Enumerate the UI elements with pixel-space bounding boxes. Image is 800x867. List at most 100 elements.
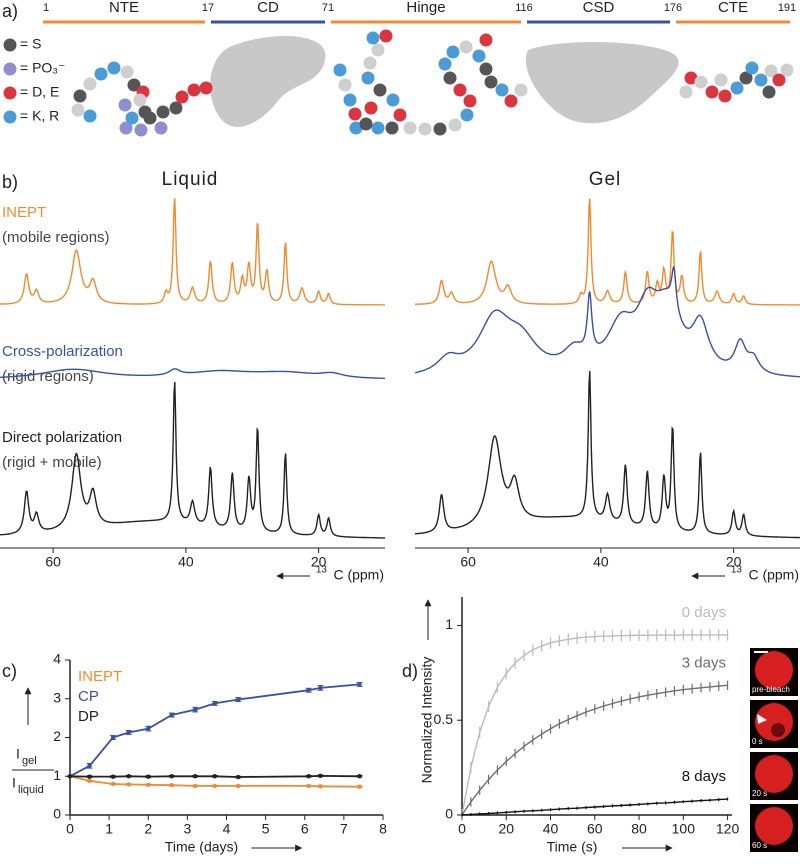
nmr-spectrum <box>414 371 800 539</box>
legend-label: = PO₃⁻ <box>20 60 65 76</box>
nmr-spectrum <box>0 368 385 380</box>
bleach-spot <box>771 723 785 737</box>
y-tick-label: 0.5 <box>434 711 454 727</box>
residue-bead <box>479 33 493 47</box>
micrograph-label: 60 s <box>752 841 767 850</box>
residue-number: 1 <box>43 2 49 14</box>
x-tick-label: 60 <box>45 554 61 570</box>
residue-bead <box>764 64 778 78</box>
residue-bead <box>366 31 380 45</box>
residue-bead <box>371 43 385 57</box>
residue-bead <box>175 90 189 104</box>
series-line <box>461 684 728 816</box>
legend-label: = D, E <box>20 84 59 100</box>
series-line <box>461 798 728 816</box>
residue-bead <box>156 105 170 119</box>
legend-swatch <box>3 62 17 76</box>
residue-number: 116 <box>515 2 533 14</box>
y-tick-label: 1 <box>445 616 453 632</box>
x-tick-label: 20 <box>311 554 327 570</box>
x-tick-label: 100 <box>672 821 696 837</box>
x-tick-label: 0 <box>66 821 74 837</box>
x-tick-label: 4 <box>223 821 231 837</box>
residue-bead <box>504 94 518 108</box>
x-tick-label: 8 <box>379 821 387 837</box>
series-line <box>461 634 728 816</box>
row-note: (rigid regions) <box>2 368 94 385</box>
panel-label: d) <box>402 661 418 681</box>
residue-bead <box>463 94 477 108</box>
residue-bead <box>385 121 399 135</box>
nmr-spectrum <box>414 266 800 378</box>
x-axis-isotope: 13 <box>316 565 328 576</box>
residue-number: 71 <box>322 2 334 14</box>
x-tick-label: 120 <box>716 821 740 837</box>
row-label: Direct polarization <box>2 429 122 446</box>
x-tick-label: 7 <box>340 821 348 837</box>
residue-bead <box>73 89 87 103</box>
residue-bead <box>448 118 462 132</box>
nmr-spectrum <box>0 381 386 539</box>
residue-bead <box>443 71 457 85</box>
x-tick-label: 0 <box>458 821 466 837</box>
residue-bead <box>684 71 698 85</box>
y-label-subscript: liquid <box>18 784 44 796</box>
micrograph-label: 20 s <box>752 789 767 798</box>
x-tick-label: 60 <box>460 554 476 570</box>
row-label: INEPT <box>2 204 46 221</box>
residue-bead <box>459 40 473 54</box>
residue-bead <box>119 121 133 135</box>
residue-bead <box>495 83 509 97</box>
panel-label: c) <box>2 661 17 681</box>
residue-number: 176 <box>664 2 682 14</box>
data-point <box>357 784 362 789</box>
x-tick-label: 20 <box>498 821 514 837</box>
x-axis-label: C (ppm) <box>748 567 799 583</box>
residue-bead <box>718 89 732 103</box>
x-tick-label: 3 <box>183 821 191 837</box>
data-point <box>357 774 362 779</box>
series-line <box>69 775 360 788</box>
residue-bead <box>403 121 417 135</box>
folded-domain <box>525 41 679 124</box>
folded-domain <box>210 35 326 127</box>
x-tick-label: 1 <box>105 821 113 837</box>
residue-bead <box>364 101 378 115</box>
residue-bead <box>371 121 385 135</box>
residue-number: 191 <box>778 2 796 14</box>
residue-bead <box>453 83 467 97</box>
residue-bead <box>349 121 363 135</box>
y-tick-label: 0 <box>445 806 453 822</box>
row-label: Cross-polarization <box>2 343 123 360</box>
residue-bead <box>772 73 786 87</box>
residue-bead <box>714 73 728 87</box>
residue-bead <box>169 101 183 115</box>
series-label: 3 days <box>682 654 726 671</box>
residue-bead <box>120 65 134 79</box>
x-axis-label: Time (days) <box>165 839 238 855</box>
domain-name: Hinge <box>406 0 445 16</box>
residue-bead <box>460 108 474 122</box>
row-note: (mobile regions) <box>2 229 110 246</box>
residue-bead <box>418 122 432 136</box>
y-tick-label: 0 <box>53 806 61 822</box>
residue-bead <box>71 103 85 117</box>
residue-bead <box>143 111 157 125</box>
x-tick-label: 2 <box>144 821 152 837</box>
series-line <box>69 774 360 778</box>
domain-name: CSD <box>583 0 615 16</box>
residue-bead <box>199 81 213 95</box>
residue-bead <box>393 108 407 122</box>
x-tick-label: 80 <box>631 821 647 837</box>
row-note: (rigid + mobile) <box>2 454 102 471</box>
column-title: Liquid <box>162 169 219 190</box>
y-tick-label: 1 <box>53 767 61 783</box>
x-tick-label: 40 <box>593 554 609 570</box>
nmr-spectrum <box>0 198 385 306</box>
residue-bead <box>679 85 693 99</box>
residue-bead <box>154 121 168 135</box>
droplet <box>755 755 793 793</box>
legend-label: DP <box>78 708 99 725</box>
residue-bead <box>780 63 794 77</box>
